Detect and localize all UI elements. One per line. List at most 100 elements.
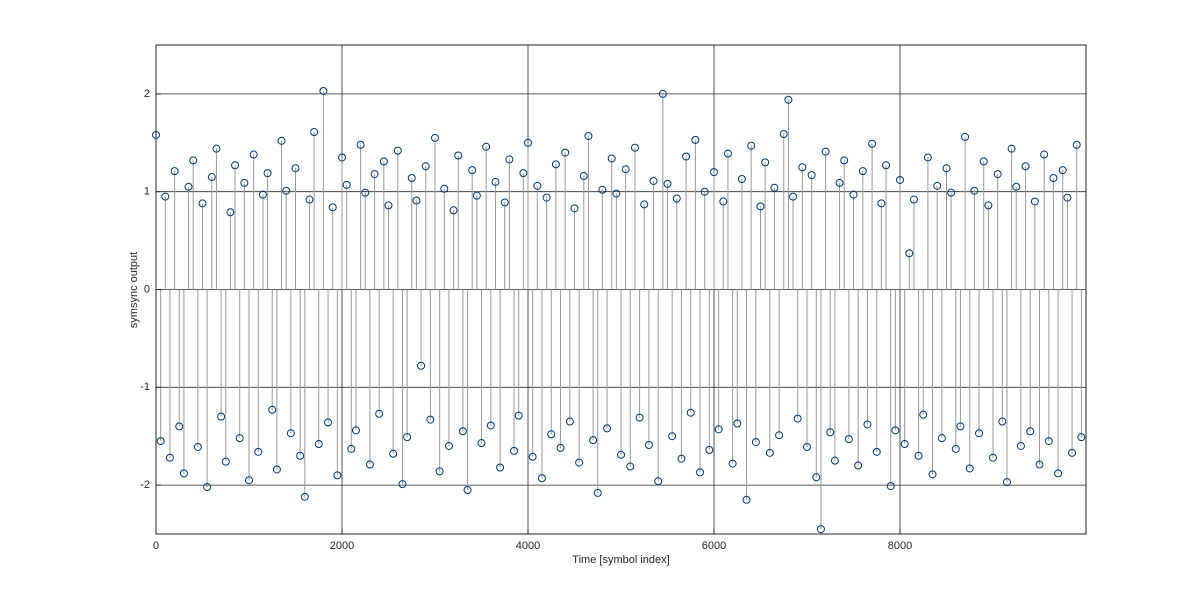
stem-marker: [570, 204, 579, 213]
stem-marker: [575, 458, 584, 467]
stem-marker: [365, 460, 374, 469]
stem-marker: [286, 429, 295, 438]
stem-marker: [979, 157, 988, 166]
stem-marker: [579, 172, 588, 181]
stem-marker: [268, 405, 277, 414]
stem-marker: [277, 136, 286, 145]
y-tick-label: 1: [144, 186, 150, 198]
stem-marker: [933, 181, 942, 190]
stem-marker: [1040, 150, 1049, 159]
stem-marker: [547, 430, 556, 439]
stem-marker: [677, 454, 686, 463]
stem-marker: [700, 187, 709, 196]
stem-marker: [403, 433, 412, 442]
stem-marker: [165, 453, 174, 462]
stem-marker: [882, 161, 891, 170]
stem-marker: [528, 452, 537, 461]
stem-marker: [998, 417, 1007, 426]
stem-marker: [486, 421, 495, 430]
stem-marker: [644, 441, 653, 450]
stem-marker: [207, 173, 216, 182]
stem-marker: [565, 417, 574, 426]
stem-marker: [477, 439, 486, 448]
stem-marker: [305, 195, 314, 204]
stem-marker: [914, 451, 923, 460]
stem-marker: [844, 435, 853, 444]
x-tick-label: 0: [153, 540, 159, 552]
stem-marker: [179, 469, 188, 478]
stem-marker: [272, 465, 281, 474]
axes: -2 -1 0 1 2 0 2000 4000 6000 8000: [140, 44, 1087, 552]
stem-marker: [1002, 478, 1011, 487]
stem-marker: [728, 459, 737, 468]
stem-marker: [747, 141, 756, 150]
stem-marker: [886, 482, 895, 491]
stem-marker: [868, 139, 877, 148]
stem-marker: [826, 428, 835, 437]
stem-marker: [840, 156, 849, 165]
stem-marker: [510, 446, 519, 455]
stem-marker: [398, 480, 407, 489]
stem-marker: [951, 444, 960, 453]
stem-marker: [235, 434, 244, 443]
stem-marker: [872, 447, 881, 456]
stem-marker: [891, 426, 900, 435]
stem-marker: [858, 167, 867, 176]
stem-marker: [849, 190, 858, 199]
stem-marker: [696, 468, 705, 477]
stem-marker: [458, 427, 467, 436]
stem-marker: [1007, 144, 1016, 153]
stem-marker: [835, 178, 844, 187]
stem-marker: [793, 414, 802, 423]
stem-marker: [263, 169, 272, 178]
stem-marker: [379, 157, 388, 166]
stem-marker: [561, 148, 570, 157]
stem-marker: [556, 443, 565, 452]
stem-marker: [640, 200, 649, 209]
stem-marker: [603, 424, 612, 433]
stem-marker: [551, 160, 560, 169]
stem-marker: [775, 431, 784, 440]
stem-marker: [928, 470, 937, 479]
stem-marker: [1049, 174, 1058, 183]
stem-marker: [454, 151, 463, 160]
stem-marker: [300, 492, 309, 501]
stem-marker: [965, 464, 974, 473]
stem-marker: [221, 457, 230, 466]
stem-marker: [417, 361, 426, 370]
stem-marker: [314, 440, 323, 449]
stem-marker: [854, 461, 863, 470]
x-axis-label: Time [symbol index]: [572, 554, 669, 566]
stem-marker: [649, 176, 658, 185]
stem-marker: [519, 169, 528, 178]
stem-marker: [803, 442, 811, 451]
y-tick-label: -1: [140, 381, 150, 393]
stem-marker: [816, 525, 825, 534]
x-tick-label: 6000: [702, 540, 726, 552]
y-axis-label: symsync output: [128, 252, 140, 328]
stem-marker: [361, 188, 370, 197]
stem-marker: [282, 186, 291, 195]
stem-marker: [212, 144, 221, 153]
stem-marker: [821, 147, 830, 156]
stem-marker: [351, 426, 360, 435]
stem-marker: [226, 208, 235, 217]
stem-marker: [733, 419, 742, 428]
stem-marker: [993, 170, 1002, 179]
stem-marker: [784, 95, 793, 104]
stem-marker: [231, 161, 240, 170]
stem-marker: [170, 167, 179, 176]
stem-marker: [482, 142, 491, 151]
stem-marker: [310, 128, 319, 137]
stem-marker: [877, 199, 886, 208]
stem-marker: [714, 425, 723, 434]
stem-marker: [342, 180, 351, 189]
stem-marker: [756, 202, 765, 211]
stem-marker: [737, 174, 746, 183]
stem-marker: [770, 183, 779, 192]
stem-marker: [435, 467, 444, 476]
stem-marker: [217, 412, 226, 421]
stem-marker: [961, 132, 970, 141]
stem-marker: [412, 196, 421, 205]
stem-marker: [496, 463, 505, 472]
